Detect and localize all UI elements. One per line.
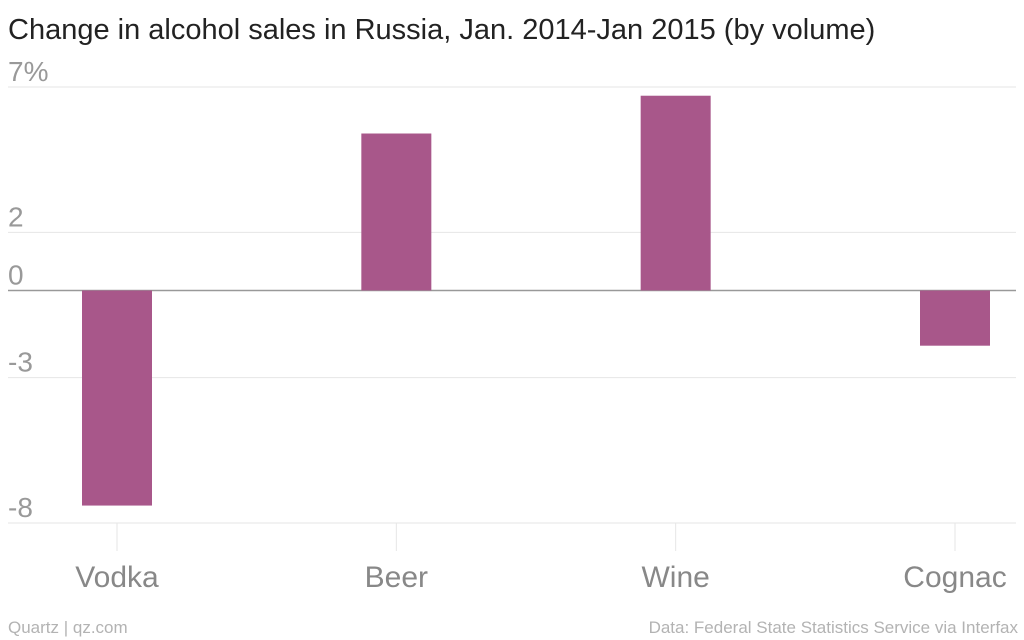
bar-wine [640, 95, 711, 291]
chart-title: Change in alcohol sales in Russia, Jan. … [8, 14, 876, 46]
footer-source-right: Data: Federal State Statistics Service v… [648, 618, 1018, 637]
x-tick-label: Vodka [75, 561, 159, 594]
bar-vodka [82, 290, 152, 506]
footer-source-left: Quartz | qz.com [8, 618, 128, 637]
y-tick-label: 7% [8, 56, 48, 87]
y-tick-label: -8 [8, 492, 33, 523]
y-tick-label: 0 [8, 259, 24, 290]
bar-cognac [920, 290, 990, 346]
x-tick-label: Wine [641, 561, 709, 594]
y-tick-label: -3 [8, 347, 33, 378]
bar-beer [361, 133, 432, 291]
x-tick-label: Beer [365, 561, 428, 594]
y-tick-label: 2 [8, 201, 24, 232]
x-tick-label: Cognac [903, 561, 1006, 594]
